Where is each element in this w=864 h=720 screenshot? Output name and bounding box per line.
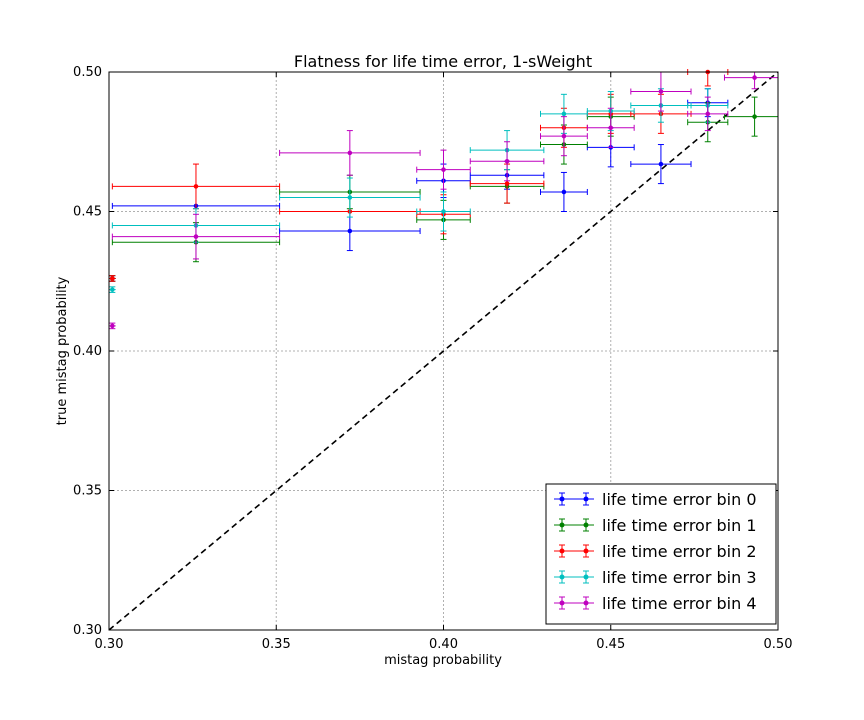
data-point [109, 275, 116, 282]
chart-title: Flatness for life time error, 1-sWeight [294, 52, 592, 71]
legend-marker-dot [583, 548, 589, 554]
data-point [416, 191, 471, 232]
legend-label: life time error bin 3 [602, 568, 757, 587]
data-point [540, 116, 588, 157]
legend-entry: life time error bin 1 [554, 516, 757, 535]
data-point [586, 107, 635, 148]
x-tick-label: 0.40 [429, 637, 458, 652]
point-marker [608, 125, 614, 131]
point-marker [193, 184, 199, 189]
x-tick-label: 0.30 [95, 637, 124, 652]
point-marker [193, 234, 199, 239]
x-tick-label: 0.35 [262, 637, 291, 652]
legend-entry: life time error bin 4 [554, 594, 757, 613]
legend-marker-dot [559, 522, 565, 528]
y-tick-label: 0.40 [73, 344, 102, 359]
point-marker [561, 133, 567, 139]
point-marker [347, 195, 353, 200]
legend-entry: life time error bin 2 [554, 542, 757, 561]
legend-marker-dot [559, 548, 565, 554]
x-tick-label: 0.50 [764, 637, 793, 652]
data-point [279, 130, 421, 176]
series-0 [109, 88, 729, 282]
legend-marker-dot [583, 574, 589, 580]
legend-marker-dot [559, 574, 565, 580]
legend: life time error bin 0 life time error bin… [545, 483, 777, 625]
point-marker [347, 150, 353, 156]
data-point [687, 96, 729, 132]
y-tick-label: 0.45 [73, 205, 102, 220]
point-marker [705, 111, 711, 117]
point-marker [752, 114, 757, 119]
legend-entry: life time error bin 3 [554, 568, 757, 587]
data-point [109, 286, 116, 293]
point-marker [658, 161, 664, 167]
legend-label: life time error bin 1 [602, 516, 757, 535]
x-tick-label: 0.45 [596, 637, 625, 652]
point-marker [504, 158, 510, 164]
data-point [416, 149, 471, 190]
y-axis-label: true mistag probability [55, 276, 70, 425]
legend-marker-dot [559, 600, 565, 606]
point-marker [347, 228, 353, 234]
legend-label: life time error bin 0 [602, 490, 757, 509]
point-marker [110, 287, 115, 292]
point-marker [752, 75, 757, 80]
legend-marker-dot [583, 600, 589, 606]
point-marker [658, 89, 664, 94]
legend-entry: life time error bin 0 [554, 490, 757, 509]
point-marker [561, 111, 567, 117]
legend-label: life time error bin 2 [602, 542, 757, 561]
point-marker [441, 167, 446, 172]
y-tick-label: 0.35 [73, 484, 102, 499]
reference-diagonal-line [108, 71, 779, 631]
data-point [723, 96, 779, 137]
legend-box [545, 483, 777, 625]
legend-marker-dot [559, 496, 565, 502]
legend-label: life time error bin 4 [602, 594, 757, 613]
series-2 [109, 69, 729, 282]
x-axis-label: mistag probability [384, 653, 502, 668]
series-layer [109, 69, 779, 330]
point-marker [561, 189, 567, 195]
point-marker [110, 323, 115, 329]
legend-marker-dot [583, 522, 589, 528]
data-point [540, 171, 588, 212]
data-point [469, 141, 545, 182]
point-marker [110, 276, 115, 281]
data-point [109, 322, 116, 330]
ticks: 0.30 0.35 0.40 0.45 0.50 0.30 0.35 0.40 0.45 0.50 [73, 65, 792, 652]
data-point [111, 163, 281, 210]
data-point [630, 144, 692, 185]
point-marker [504, 181, 510, 186]
data-point [279, 177, 421, 218]
legend-marker-dot [583, 496, 589, 502]
data-point [111, 213, 281, 260]
y-tick-label: 0.30 [73, 623, 102, 638]
y-tick-label: 0.50 [73, 65, 102, 80]
point-marker [441, 209, 446, 214]
data-point [723, 71, 779, 90]
